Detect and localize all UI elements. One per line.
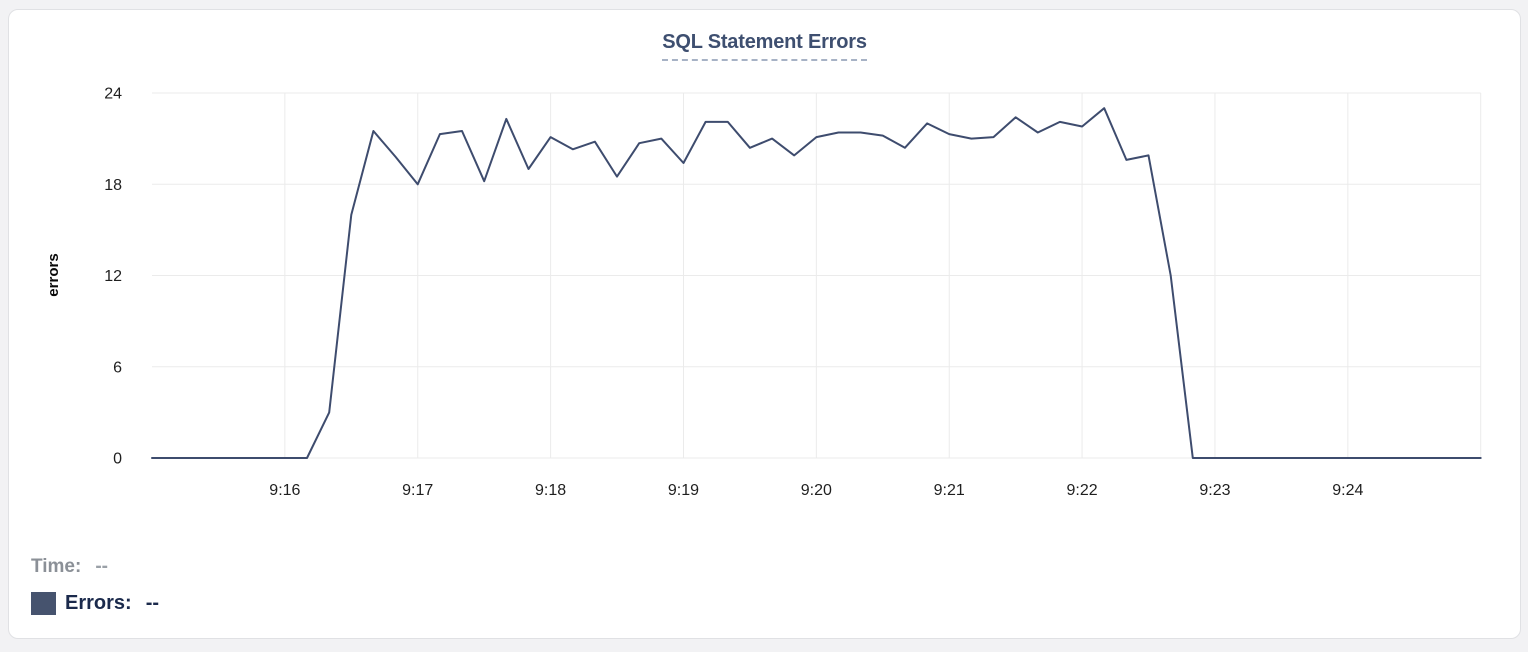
legend-errors-row: Errors: -- bbox=[31, 592, 159, 615]
panel-title-wrap: SQL Statement Errors bbox=[9, 31, 1520, 61]
y-tick-label: 6 bbox=[113, 359, 122, 376]
x-tick-label: 9:18 bbox=[535, 482, 566, 499]
x-tick-label: 9:24 bbox=[1332, 482, 1363, 499]
chart-canvas[interactable]: 0 6 12 18 24 9:16 9:17 9:18 9:19 9:20 9:21 9:22 9:23… bbox=[9, 61, 1528, 513]
legend-time-value: -- bbox=[95, 556, 108, 577]
x-tick-label: 9:19 bbox=[668, 482, 699, 499]
chart-panel-card: SQL Statement Errors 0 6 12 18 24 9:16 9:17 9:1… bbox=[8, 9, 1521, 639]
series-line-errors bbox=[151, 107, 1482, 459]
x-tick-label: 9:23 bbox=[1199, 482, 1230, 499]
y-tick-label: 18 bbox=[104, 177, 122, 194]
x-tick-label: 9:22 bbox=[1067, 482, 1098, 499]
y-tick-label: 24 bbox=[104, 86, 122, 103]
panel-title-link[interactable]: SQL Statement Errors bbox=[662, 31, 867, 61]
legend-time-label: Time: bbox=[31, 556, 82, 577]
y-tick-label: 12 bbox=[104, 268, 122, 285]
x-tick-label: 9:21 bbox=[934, 482, 965, 499]
y-axis-title: errors bbox=[45, 253, 62, 296]
x-tick-label: 9:16 bbox=[269, 482, 300, 499]
legend-errors-value: -- bbox=[145, 592, 160, 614]
legend-errors-label: Errors: bbox=[65, 592, 132, 614]
x-tick-label: 9:17 bbox=[402, 482, 433, 499]
legend-color-swatch bbox=[31, 592, 56, 615]
y-tick-label: 0 bbox=[113, 451, 122, 468]
x-tick-label: 9:20 bbox=[801, 482, 832, 499]
legend-time-row: Time: -- bbox=[31, 556, 108, 578]
